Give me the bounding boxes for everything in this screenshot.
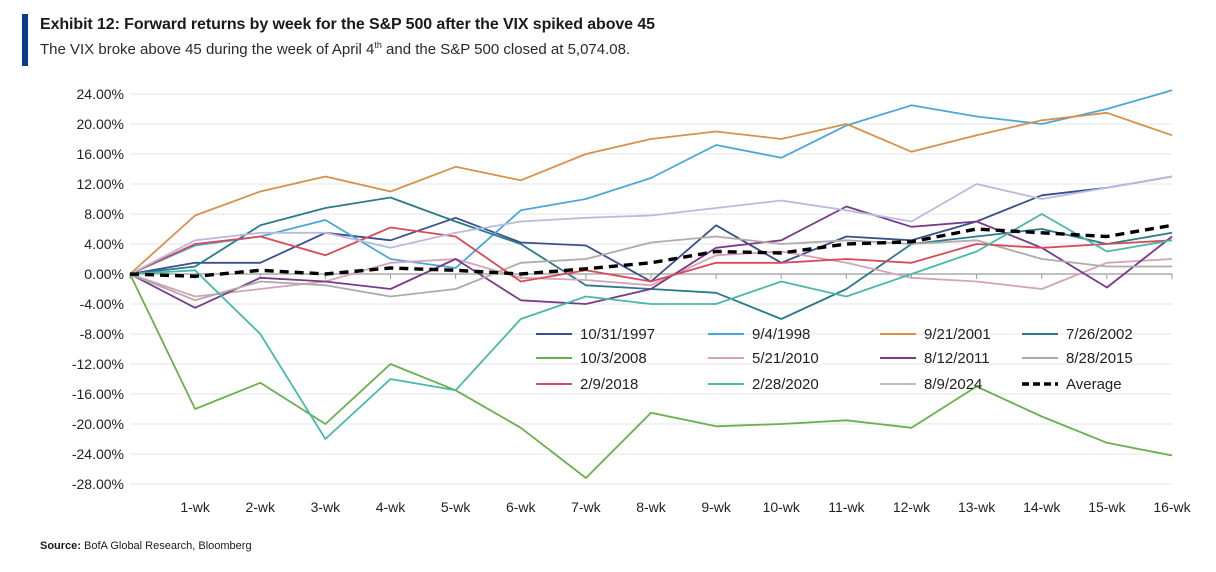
y-tick-label: 24.00% — [77, 86, 124, 102]
series-line-9-4-1998 — [129, 89, 1173, 275]
subtitle-text: The VIX broke above 45 during the week o… — [40, 41, 375, 58]
x-tick-label: 14-wk — [1023, 499, 1061, 515]
legend-label: 10/31/1997 — [580, 326, 655, 343]
x-tick-label: 6-wk — [506, 499, 537, 515]
chart-title: Exhibit 12: Forward returns by week for … — [40, 16, 655, 33]
y-tick-label: 0.00% — [84, 266, 124, 282]
subtitle-superscript: th — [374, 40, 382, 50]
legend-label: 10/3/2008 — [580, 350, 647, 367]
y-tick-label: -8.00% — [80, 326, 124, 342]
y-tick-label: 4.00% — [84, 236, 124, 252]
legend-label: 5/21/2010 — [752, 350, 819, 367]
y-tick-label: 16.00% — [77, 146, 124, 162]
legend-label: 2/28/2020 — [752, 376, 819, 393]
series-line-9-21-2001 — [129, 111, 1173, 275]
source-text: BofA Global Research, Bloomberg — [80, 540, 252, 552]
series-line-8-28-2015 — [129, 235, 1172, 302]
title-accent-bar — [22, 14, 28, 66]
y-tick-label: -12.00% — [72, 356, 124, 372]
x-tick-label: 7-wk — [571, 499, 602, 515]
y-tick-label: -20.00% — [72, 416, 124, 432]
legend-label: 8/28/2015 — [1066, 350, 1133, 367]
legend-label: 8/12/2011 — [924, 350, 990, 367]
chart-subtitle: The VIX broke above 45 during the week o… — [40, 40, 630, 58]
series-line-2-9-2018 — [129, 226, 1173, 283]
legend-label: 7/26/2002 — [1066, 326, 1133, 343]
y-tick-label: 8.00% — [84, 206, 124, 222]
x-tick-label: 16-wk — [1153, 499, 1191, 515]
series-line-average — [129, 223, 1173, 278]
series-line-10-3-2008 — [129, 273, 1173, 479]
series-line-8-9-2024 — [129, 175, 1173, 275]
x-tick-label: 10-wk — [763, 499, 801, 515]
legend-label: 9/21/2001 — [924, 326, 991, 343]
source-label: Source: — [40, 540, 81, 552]
x-axis: 1-wk 2-wk 3-wk 4-wk 5-wk 6-wk 7-wk 8-wk 9-wk 10-w… — [129, 273, 1192, 515]
x-tick-label: 11-wk — [828, 499, 865, 515]
series-line-8-12-2011 — [129, 205, 1173, 309]
x-tick-label: 3-wk — [311, 499, 342, 515]
x-tick-label: 1-wk — [180, 499, 211, 515]
x-tick-label: 2-wk — [245, 499, 276, 515]
y-tick-label: -16.00% — [72, 386, 124, 402]
y-tick-label: -4.00% — [80, 296, 124, 312]
x-tick-label: 12-wk — [893, 499, 931, 515]
y-tick-label: 12.00% — [77, 176, 124, 192]
x-tick-label: 4-wk — [376, 499, 407, 515]
y-tick-label: 20.00% — [77, 116, 124, 132]
x-tick-label: 5-wk — [441, 499, 472, 515]
legend-label: 9/4/1998 — [752, 326, 810, 343]
x-tick-label: 13-wk — [958, 499, 996, 515]
chart-series — [129, 89, 1173, 479]
chart-legend: 10/31/1997 9/4/1998 9/21/2001 7/26/2002 10/3… — [536, 326, 1133, 393]
y-tick-label: -24.00% — [72, 446, 124, 462]
source-note: Source: BofA Global Research, Bloomberg — [40, 540, 252, 552]
y-tick-label: -28.00% — [72, 476, 124, 492]
x-tick-label: 8-wk — [636, 499, 667, 515]
legend-label: 2/9/2018 — [580, 376, 638, 393]
subtitle-text-end: and the S&P 500 closed at 5,074.08. — [381, 41, 631, 58]
x-tick-label: 9-wk — [701, 499, 732, 515]
series-line-2-28-2020 — [129, 213, 1173, 440]
y-axis: 24.00% 20.00% 16.00% 12.00% 8.00% 4.00% 0.00% -… — [72, 86, 124, 492]
legend-label: 8/9/2024 — [924, 376, 982, 393]
legend-label: Average — [1066, 376, 1122, 393]
x-tick-label: 15-wk — [1088, 499, 1126, 515]
